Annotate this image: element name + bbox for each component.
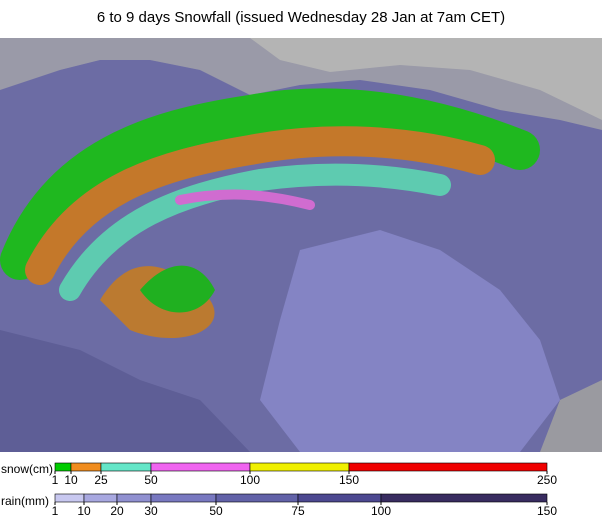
colorbar-segment	[380, 493, 548, 503]
tick-label: 1	[52, 504, 59, 518]
colorbar-segment	[54, 462, 72, 472]
tick-label: 75	[291, 504, 305, 518]
tick-label: 25	[94, 473, 108, 487]
tick-label: 150	[537, 504, 557, 518]
tick-label: 30	[144, 504, 158, 518]
colorbar-segment	[249, 462, 350, 472]
colorbar-segment	[116, 493, 152, 503]
colorbar-segment	[150, 462, 251, 472]
colorbar-segment	[348, 462, 548, 472]
tick-label: 1	[52, 473, 59, 487]
colorbar-segment	[54, 493, 85, 503]
tick-label: 50	[209, 504, 223, 518]
snow-band-green	[0, 88, 540, 280]
northern-plain	[250, 38, 602, 120]
tick-label: 100	[240, 473, 260, 487]
legend-label: rain(mm)	[1, 494, 49, 508]
snow-band-teal	[59, 163, 451, 301]
snow-band-magenta	[175, 189, 315, 210]
tick-label: 150	[339, 473, 359, 487]
snow-band-orange	[25, 126, 495, 285]
legend-label: snow(cm)	[1, 462, 53, 476]
tick-label: 10	[77, 504, 91, 518]
tick-label: 50	[144, 473, 158, 487]
tick-label: 20	[110, 504, 124, 518]
tick-label: 100	[371, 504, 391, 518]
tick-label: 250	[537, 473, 557, 487]
land-south-east	[540, 380, 602, 452]
map-title: 6 to 9 days Snowfall (issued Wednesday 2…	[97, 9, 505, 26]
colorbar-segment	[70, 462, 102, 472]
colorbar-segment	[297, 493, 382, 503]
snow-patch-green	[140, 265, 215, 313]
colorbar-segment	[83, 493, 118, 503]
colorbar-segment	[150, 493, 217, 503]
tick-label: 10	[64, 473, 78, 487]
adriatic	[260, 230, 560, 452]
colorbar-segment	[215, 493, 299, 503]
map	[0, 38, 602, 452]
colorbar-segment	[100, 462, 152, 472]
sea-west	[0, 330, 250, 452]
